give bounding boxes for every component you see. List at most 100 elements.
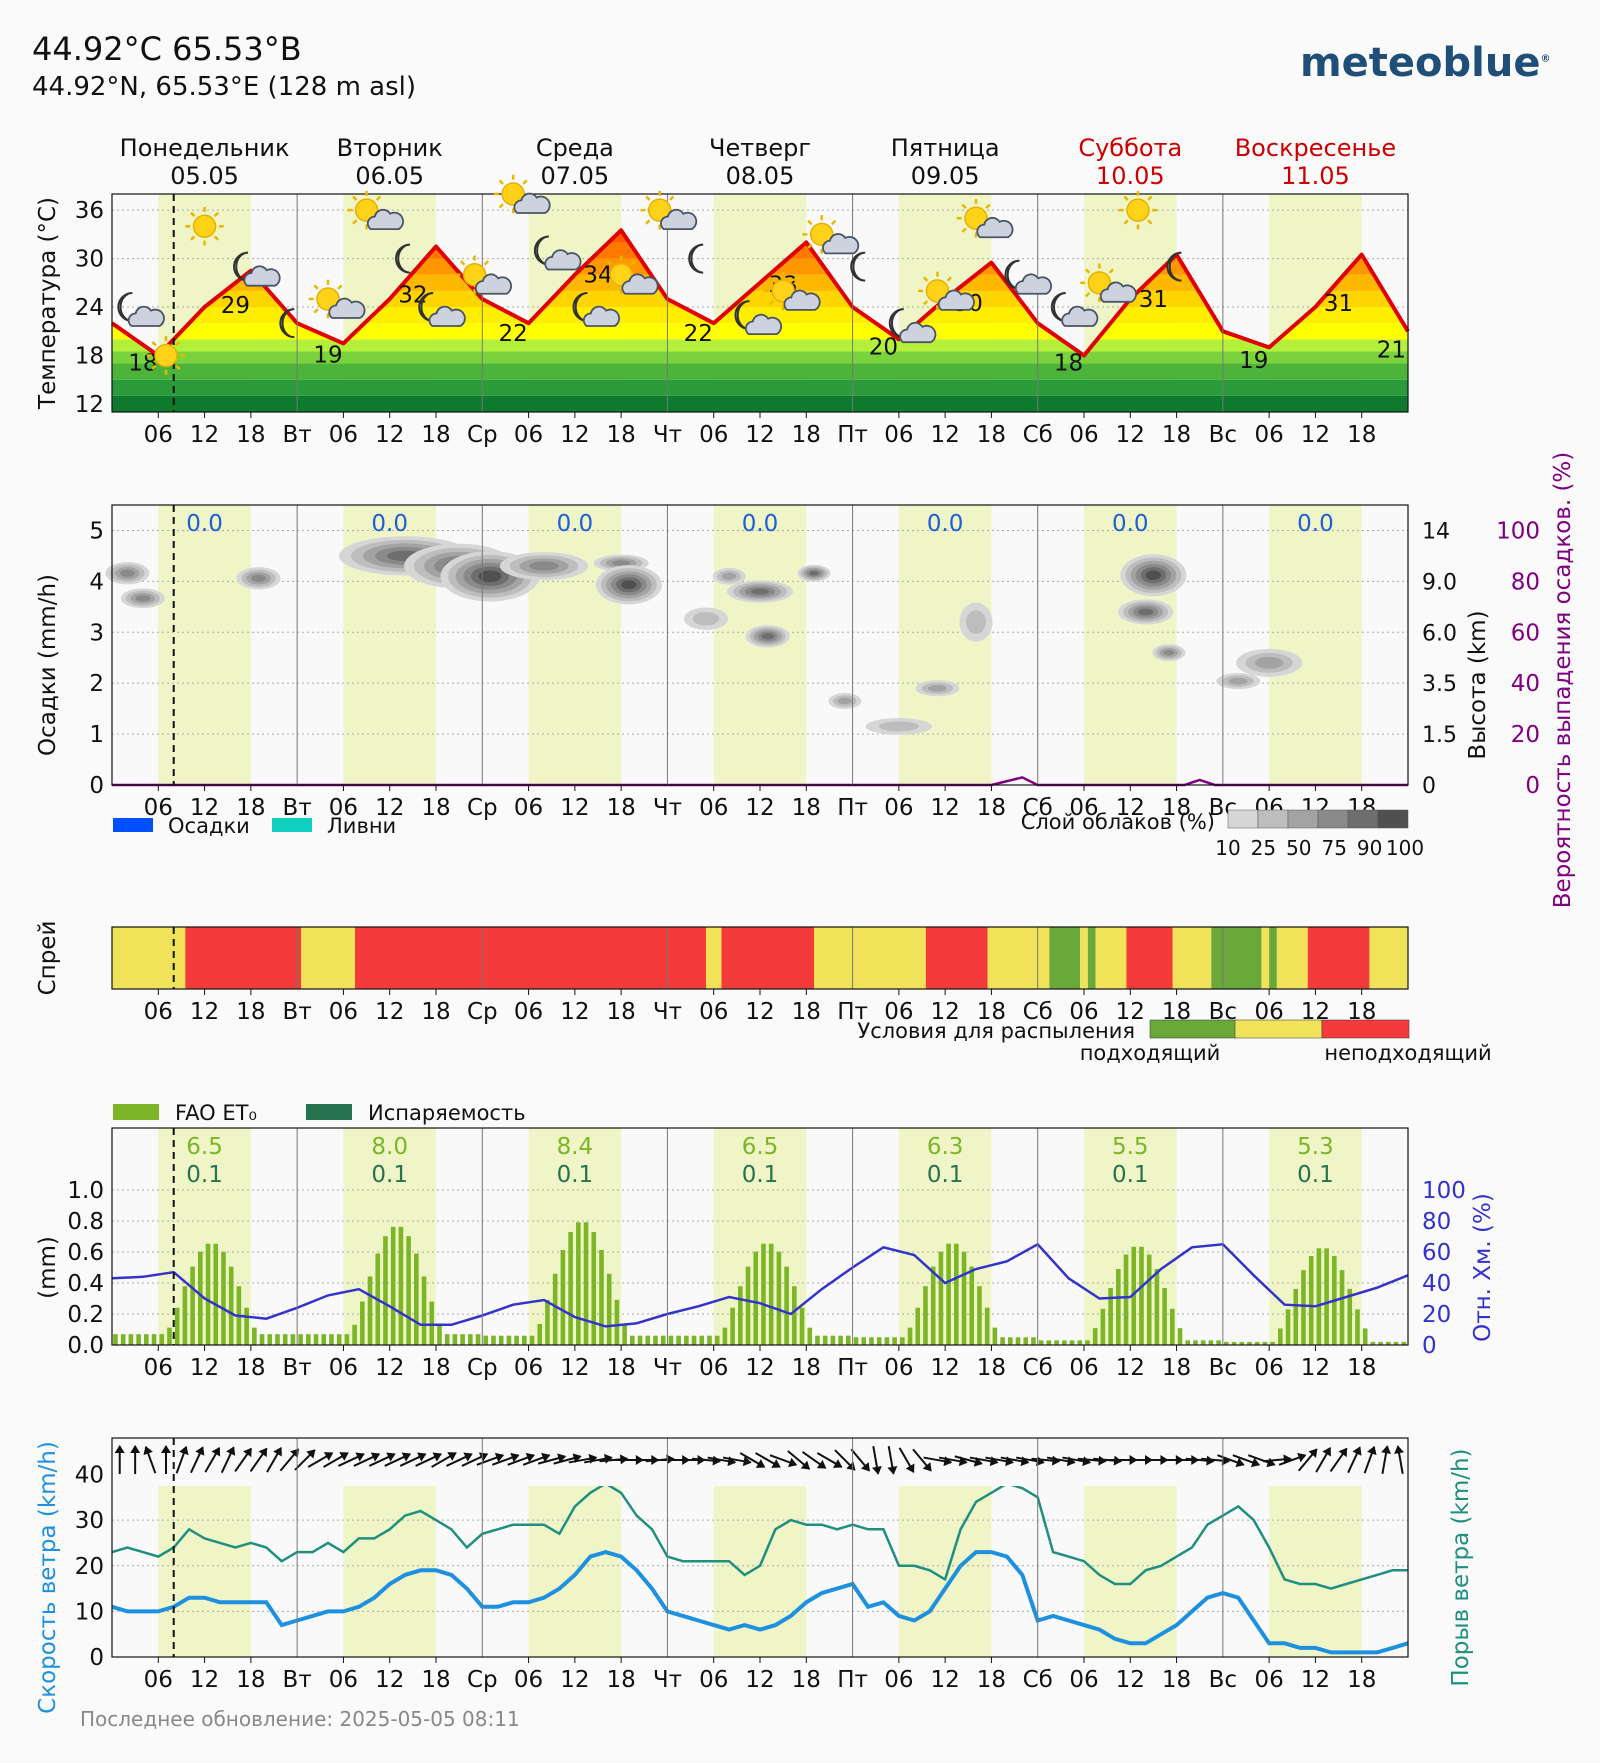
et-bar <box>1162 1288 1167 1345</box>
wind-hour-tick: 06 <box>144 1667 173 1693</box>
et-day-tick: Ср <box>467 1355 498 1381</box>
precipitation-hour-tick: 12 <box>931 795 960 821</box>
day-date-header: 10.05 <box>1096 162 1165 190</box>
et-bar <box>1401 1341 1407 1345</box>
temperature-value-label: 32 <box>398 283 427 309</box>
et-bar <box>1131 1246 1137 1345</box>
et-bar <box>329 1334 334 1345</box>
precipitation-day-tick: Вт <box>283 795 312 821</box>
precipitation-hour-tick: 06 <box>329 795 358 821</box>
spray-segment-bad <box>721 927 814 989</box>
et-bar <box>799 1307 805 1345</box>
sun-icon <box>763 271 803 311</box>
sun-ray <box>1084 268 1091 274</box>
precipitation-hour-tick: 18 <box>792 795 821 821</box>
et-bar <box>606 1273 612 1345</box>
daily-precip-total: 0.0 <box>1112 511 1149 537</box>
sun-ray <box>961 227 967 233</box>
et-bar <box>437 1324 442 1345</box>
temperature-hour-tick: 12 <box>745 422 774 448</box>
sun-disc <box>154 343 178 368</box>
arrow-head <box>541 1452 551 1463</box>
et-bar <box>352 1324 357 1345</box>
et-bar <box>938 1251 944 1345</box>
humidity-y-label: Отн. Хм. (%) <box>1470 1193 1496 1342</box>
et-hour-tick: 12 <box>931 1355 960 1381</box>
sun-disc <box>771 279 795 303</box>
et-bar <box>198 1251 203 1345</box>
et-bar <box>182 1286 188 1345</box>
precipitation-hour-tick: 18 <box>236 795 265 821</box>
spray-day-tick: Ср <box>467 999 498 1025</box>
et-bar <box>869 1337 874 1345</box>
wind-direction-arrow <box>249 1447 268 1473</box>
legend-swatch-showers <box>272 818 312 832</box>
et-y-tick: 0.8 <box>67 1209 104 1235</box>
spray-segment-ok <box>814 927 926 989</box>
sun-ray <box>792 276 798 282</box>
et-bar <box>1308 1255 1314 1345</box>
spray-hour-tick: 18 <box>977 999 1006 1025</box>
temperature-band <box>112 351 1408 364</box>
wind-direction-arrow <box>491 1452 520 1466</box>
arrow-head <box>306 1449 316 1459</box>
sun-ray <box>830 219 837 226</box>
et-hour-tick: 06 <box>884 1355 913 1381</box>
temperature-day-tick: Ср <box>467 422 498 448</box>
precipitation-hour-tick: 12 <box>560 795 589 821</box>
et-hour-tick: 18 <box>607 1355 636 1381</box>
sun-disc <box>809 222 834 247</box>
precip-prob-y-tick: 20 <box>1511 722 1540 748</box>
et-hour-tick: 12 <box>1116 1355 1145 1381</box>
daily-precip-total: 0.0 <box>1297 511 1334 537</box>
daily-evaporation: 0.1 <box>371 1162 408 1188</box>
et-bar <box>1239 1341 1245 1345</box>
wind-direction-arrow <box>415 1452 442 1467</box>
cloud-layer-blob <box>135 595 151 602</box>
et-bar <box>298 1334 303 1345</box>
spray-hour-tick: 18 <box>792 999 821 1025</box>
daily-evaporation: 0.1 <box>1112 1162 1149 1188</box>
et-bar <box>151 1334 157 1345</box>
et-hour-tick: 06 <box>1255 1355 1284 1381</box>
wind-direction-arrow <box>537 1453 567 1465</box>
daily-evaporation: 0.1 <box>1297 1162 1334 1188</box>
temperature-hour-tick: 18 <box>1347 422 1376 448</box>
spray-segment-ok <box>1369 927 1408 989</box>
cloud-legend-swatch <box>1227 809 1259 829</box>
et-bar <box>807 1327 813 1345</box>
et-daylight-band <box>528 1128 622 1345</box>
arrow-head <box>1098 1455 1107 1466</box>
wind-hour-tick: 18 <box>792 1667 821 1693</box>
precip-y-tick: 2 <box>89 671 104 697</box>
arrow-head <box>417 1452 427 1462</box>
et-bar <box>529 1335 535 1345</box>
cloud-layer-blob <box>761 633 774 640</box>
wind-hour-tick: 06 <box>1255 1667 1284 1693</box>
et-bar <box>1254 1341 1260 1345</box>
arrow-head <box>872 1466 882 1475</box>
temperature-y-tick: 30 <box>75 247 104 273</box>
arrow-head <box>478 1452 489 1462</box>
wind-direction-arrow <box>887 1446 898 1475</box>
daily-precip-total: 0.0 <box>371 511 408 537</box>
temperature-value-label: 18 <box>128 351 157 377</box>
et-bar <box>923 1286 928 1345</box>
et-bar <box>290 1334 296 1345</box>
humidity-line <box>111 1242 1409 1328</box>
et-bar <box>961 1251 967 1345</box>
meteoblue-logo[interactable]: meteoblue® <box>1300 40 1551 86</box>
et-bar <box>159 1334 165 1345</box>
wind-direction-arrow <box>368 1452 396 1467</box>
spray-hour-tick: 12 <box>375 999 404 1025</box>
et-bar <box>221 1251 226 1345</box>
et-bar <box>630 1335 635 1345</box>
wind-hour-tick: 06 <box>514 1667 543 1693</box>
precipitation-hour-tick: 06 <box>699 795 728 821</box>
cloud-icon <box>621 273 659 295</box>
et-bar <box>244 1307 249 1345</box>
sun-ray <box>337 284 343 290</box>
et-hour-tick: 18 <box>792 1355 821 1381</box>
wind-direction-arrow <box>1278 1452 1307 1466</box>
temperature-value-label: 18 <box>1054 351 1083 377</box>
